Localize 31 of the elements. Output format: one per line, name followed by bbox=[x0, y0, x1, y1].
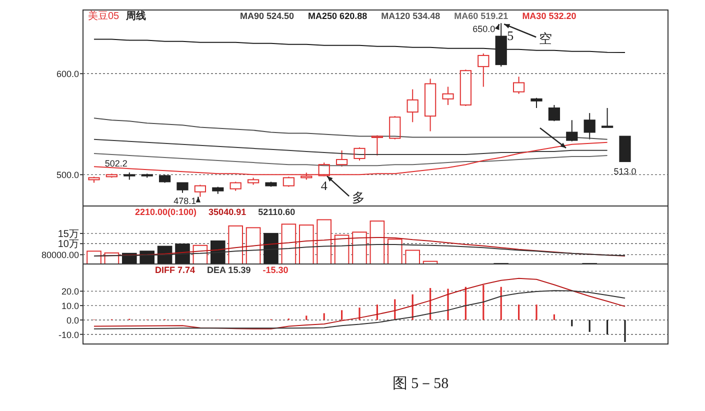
y-tick-label: -10.0 bbox=[58, 330, 79, 340]
y-tick-label: 10.0 bbox=[61, 301, 79, 312]
text: -15.30 bbox=[262, 265, 288, 275]
text: 80000.00 bbox=[41, 250, 79, 260]
annotation: 4 bbox=[320, 178, 328, 194]
text: MA90 524.50 bbox=[240, 11, 294, 21]
text: DIFF 7.74 bbox=[155, 265, 196, 275]
caption: 图 5－58 bbox=[392, 376, 449, 392]
y-tick-label: 0.0 bbox=[66, 315, 79, 326]
annotation: 多 bbox=[352, 190, 366, 206]
y-tick-label: 600.0 bbox=[56, 69, 79, 80]
text: MA60 519.21 bbox=[454, 11, 508, 21]
annotation: 513.0 bbox=[614, 166, 636, 177]
text: MA30 532.20 bbox=[522, 11, 576, 21]
annotation: 空 bbox=[539, 31, 552, 46]
annotation: 502.2 bbox=[104, 158, 128, 168]
chart-title: 美豆05 bbox=[88, 10, 120, 22]
text: MA120 534.48 bbox=[381, 11, 440, 21]
text: 35040.91 bbox=[208, 207, 246, 217]
chart-subtitle: 周线 bbox=[125, 10, 146, 22]
ref-line-label: 10万 bbox=[58, 239, 79, 250]
annotation: 650.0 bbox=[472, 24, 496, 34]
text: MA250 620.88 bbox=[308, 11, 368, 21]
y-tick-label: 20.0 bbox=[61, 286, 79, 297]
annotation: 5 bbox=[507, 28, 514, 44]
text: 52110.60 bbox=[258, 207, 296, 217]
ref-line-label: 15万 bbox=[58, 228, 79, 240]
text: DEA 15.39 bbox=[207, 265, 251, 275]
annotation: 478.1 bbox=[174, 196, 196, 206]
y-tick-label: 500.0 bbox=[56, 170, 79, 180]
text: 2210.00(0:100) bbox=[135, 207, 197, 217]
